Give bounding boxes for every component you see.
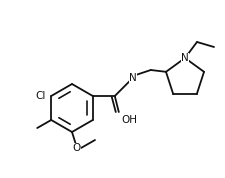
Text: N: N [180,53,188,63]
Text: O: O [72,143,81,153]
Text: N: N [128,73,136,83]
Text: Cl: Cl [36,91,46,101]
Text: OH: OH [121,115,137,125]
